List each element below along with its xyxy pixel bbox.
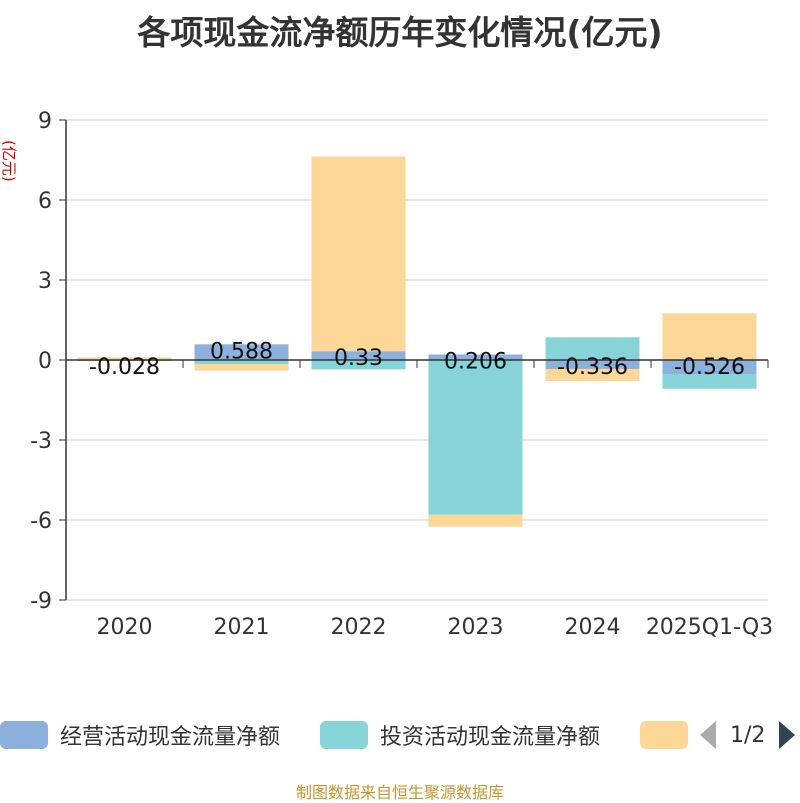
data-label: -0.336 [557, 355, 628, 380]
bar-financing [662, 313, 757, 360]
legend-swatch-financing [640, 721, 688, 749]
cashflow-chart: -9 -6 -3 0 3 6 9 (亿元) -0.028 2020 0.588 2021 0.33 202… [0, 109, 773, 640]
bar-operating [311, 351, 406, 360]
bar-investing [545, 337, 640, 360]
legend-label-operating: 经营活动现金流量净额 [60, 725, 281, 750]
legend-label-investing: 投资活动现金流量净额 [380, 725, 601, 750]
x-tick-label: 2022 [331, 615, 387, 640]
x-tick-label: 2023 [448, 615, 504, 640]
chart-title: 各项现金流净额历年变化情况(亿元) [137, 13, 663, 52]
x-tick-label: 2021 [214, 615, 270, 640]
data-source: 制图数据来自恒生聚源数据库 [295, 783, 504, 802]
x-tick-label: 2025Q1-Q3 [646, 615, 773, 640]
y-tick-label: -6 [30, 509, 52, 534]
bar-financing [77, 357, 172, 360]
x-tick-label: 2024 [565, 615, 621, 640]
legend: 经营活动现金流量净额 投资活动现金流量净额 1/2 [0, 712, 800, 756]
bar-operating [428, 354, 523, 360]
legend-item-investing[interactable]: 投资活动现金流量净额 [320, 720, 600, 750]
data-label: 0.588 [210, 339, 273, 364]
bar-investing [662, 374, 757, 389]
y-tick-label: 0 [38, 349, 52, 374]
data-label: 0.206 [444, 350, 507, 375]
legend-prev-icon[interactable] [700, 721, 716, 749]
bar-financing [545, 368, 640, 381]
bar-investing [311, 360, 406, 370]
y-tick-label: 6 [38, 189, 52, 214]
bar-financing [194, 364, 289, 371]
y-tick-label: -3 [30, 429, 52, 454]
x-tick-label: 2020 [97, 615, 153, 640]
legend-item-financing[interactable] [640, 720, 700, 750]
legend-swatch-operating [0, 721, 48, 749]
bar-financing [311, 156, 406, 352]
legend-item-operating[interactable]: 经营活动现金流量净额 [0, 720, 280, 750]
legend-swatch-investing [320, 721, 368, 749]
bar-investing [428, 360, 523, 515]
data-label: -0.526 [674, 355, 745, 380]
y-tick-label: 3 [38, 269, 52, 294]
bar-operating [662, 360, 757, 375]
y-tick-label: 9 [38, 109, 52, 134]
data-label: -0.028 [89, 355, 160, 380]
bar-operating [545, 360, 640, 369]
legend-next-icon[interactable] [779, 721, 796, 749]
bar-operating [194, 344, 289, 360]
y-axis-unit: (亿元) [0, 140, 18, 182]
bar-investing [194, 360, 289, 364]
legend-page-indicator: 1/2 [730, 722, 766, 748]
y-tick-label: -9 [30, 589, 52, 614]
bar-financing [428, 514, 523, 527]
legend-pager: 1/2 [700, 720, 796, 750]
data-label: 0.33 [334, 346, 383, 371]
